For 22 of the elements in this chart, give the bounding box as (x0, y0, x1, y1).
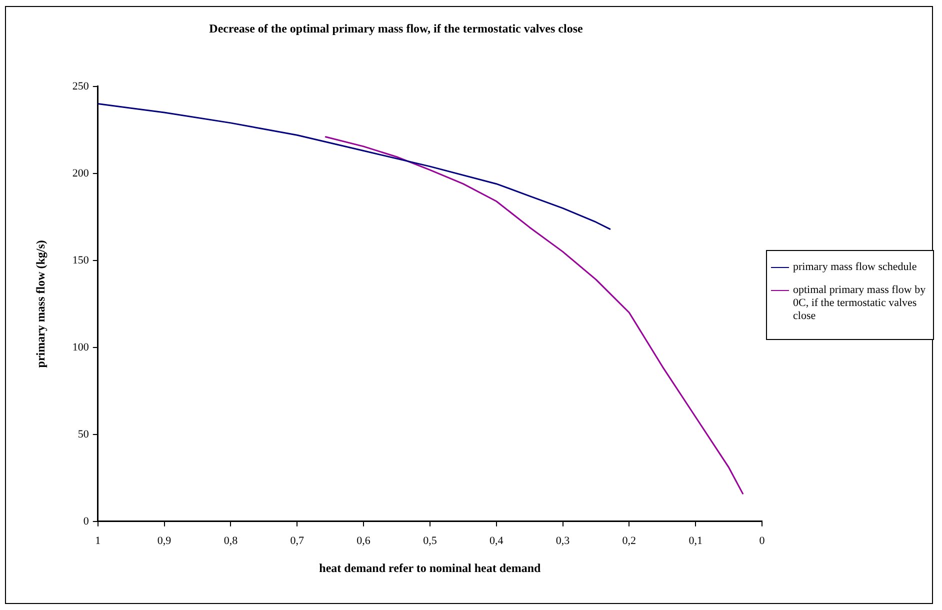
y-tick-label: 0 (83, 515, 90, 528)
x-tick-label: 0,1 (688, 534, 702, 547)
x-tick-label: 0,4 (489, 534, 504, 547)
x-tick-label: 0,8 (224, 534, 238, 547)
y-tick-label: 200 (72, 167, 90, 180)
x-tick-label: 0,7 (290, 534, 305, 547)
legend-label: optimal primary mass flow by 0C, if the termostatic valves close (793, 284, 927, 323)
y-tick-label: 250 (72, 80, 90, 92)
x-tick-label: 0 (759, 534, 766, 547)
chart-title: Decrease of the optimal primary mass flow, if the termostatic valves close (209, 21, 584, 36)
y-axis-title: primary mass flow (kg/s) (33, 240, 48, 368)
x-tick-label: 0,5 (423, 534, 438, 547)
x-tick-label: 0,3 (556, 534, 570, 547)
x-axis-title: heat demand refer to nominal heat demand (319, 560, 542, 575)
x-tick-label: 0,2 (622, 534, 636, 547)
y-tick-label: 100 (72, 341, 90, 354)
x-tick-label: 0,6 (356, 534, 371, 547)
y-tick-label: 150 (72, 254, 90, 266)
y-tick-label: 50 (78, 428, 90, 440)
legend-label: primary mass flow schedule (793, 261, 917, 274)
x-tick-label: 0,9 (157, 534, 172, 547)
x-tick-label: 1 (95, 534, 101, 547)
